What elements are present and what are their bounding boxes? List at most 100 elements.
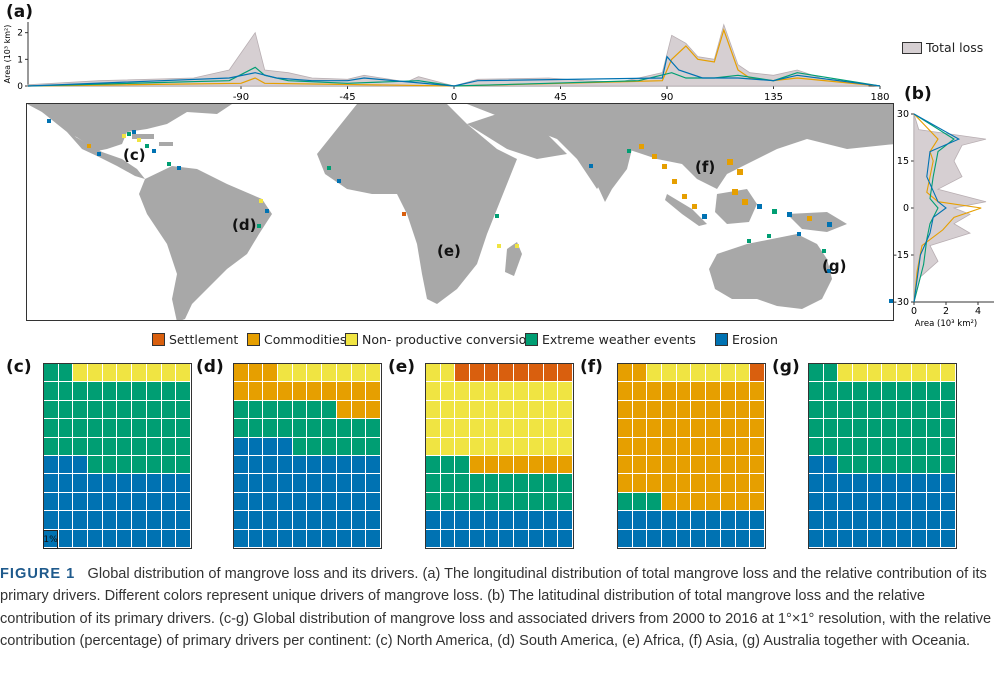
waffle-cell [882,400,898,420]
waffle-cell [911,437,927,456]
arabia-shape [467,114,567,159]
waffle-cell [176,382,191,401]
waffle-cell [809,529,824,548]
waffle-cell [366,492,381,512]
waffle-cell [102,364,118,383]
waffle-cell [484,455,500,475]
waffle-cell [88,382,103,401]
pixel [137,138,141,142]
legend-label-nonproductive: Non- productive conversion [362,332,535,347]
waffle-cell [58,492,74,512]
waffle-cell [322,492,337,512]
pixel [727,159,733,165]
x-tick-label-a: 180 [870,92,889,103]
waffle-cell [484,400,500,420]
india-shape [582,149,632,202]
waffle-cell [73,511,89,530]
waffle-cell [853,419,868,438]
waffle-cell [248,364,264,383]
chart-a-longitudinal: 0 1 2 -90 -45 0 45 90 135 180 Area (10³ km²) [3,22,890,103]
waffle-cell [58,511,74,530]
waffle-cell [484,437,500,456]
waffle-cell [234,529,249,548]
waffle-cell [809,511,824,530]
waffle-cell [484,419,500,438]
waffle-cell [146,437,162,456]
waffle-cell [336,529,352,548]
pixel [47,119,51,123]
waffle-cell [926,474,942,493]
waffle-cell [882,511,898,530]
waffle-cell [499,419,515,438]
waffle-cell [882,474,898,493]
waffle-cell [720,382,736,401]
y-tick-label-b: 15 [897,156,909,167]
waffle-cell [248,529,264,548]
waffle-cell [941,529,956,548]
waffle-cell [676,511,692,530]
y-tick-label-b: 0 [903,203,909,214]
waffle-cell [528,437,544,456]
waffle-cell [248,511,264,530]
waffle-cell [161,511,177,530]
waffle-cell [132,511,147,530]
waffle-cell [234,492,249,512]
waffle-cell [706,400,721,420]
waffle-cell [426,400,441,420]
waffle-cell [558,364,573,383]
legend-label-commodities: Commodities [264,332,347,347]
waffle-cell [691,419,707,438]
waffle-cell [234,455,249,475]
waffle-cell [455,492,471,512]
waffle-cell [618,419,633,438]
waffle-cell [647,529,663,548]
waffle-cell [941,382,956,401]
pixel [797,232,801,236]
waffle-cell [455,382,471,401]
waffle-cell [676,419,692,438]
waffle-cell [720,400,736,420]
waffle-cell [117,529,133,548]
central-america-shape [67,132,145,179]
waffle-cell [176,419,191,438]
waffle-cell [706,382,721,401]
waffle-cell [941,400,956,420]
pixel [145,144,149,148]
pixel [772,209,777,214]
waffle-cell [662,419,677,438]
map-marker-g: (g) [822,257,847,275]
waffle-cell [58,419,74,438]
waffle-cell [292,437,308,456]
waffle-cell [263,437,279,456]
waffle-cell [735,364,751,383]
waffle-cell [647,455,663,475]
waffle-cell [44,400,59,420]
pixel [732,189,738,195]
waffle-cell [528,364,544,383]
legend-label-settlement: Settlement [169,332,239,347]
waffle-cell [278,364,293,383]
x-tick-label-a: 45 [554,92,567,103]
waffle-cell [750,364,765,383]
waffle-cell [720,455,736,475]
waffle-cell [102,419,118,438]
x-tick-label-a: 90 [661,92,674,103]
y-axis-label-a: Area (10³ km²) [3,25,12,84]
waffle-cell [470,437,485,456]
waffle-cell [292,400,308,420]
pixel [265,209,269,213]
waffle-cell [278,529,293,548]
waffle-cell [543,492,559,512]
waffle-cell [132,492,147,512]
waffle-cell [263,400,279,420]
waffle-cell [426,474,441,493]
waffle-cell [292,382,308,401]
waffle-cell [926,511,942,530]
waffle-cell [514,382,529,401]
legend-swatch-settlement [152,333,165,346]
world-map-svg [27,104,893,320]
waffle-cell [102,400,118,420]
map-marker-f: (f) [695,158,716,176]
waffle-cell [853,511,868,530]
waffle-cell [470,529,485,548]
